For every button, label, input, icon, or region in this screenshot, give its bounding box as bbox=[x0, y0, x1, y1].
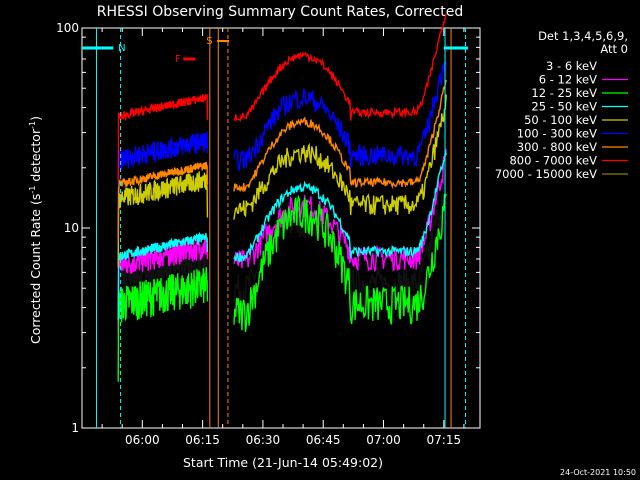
legend-label: 300 - 800 keV bbox=[517, 140, 597, 154]
series-line bbox=[233, 13, 447, 122]
flag-label: N bbox=[118, 43, 125, 54]
flag-label: F bbox=[175, 54, 181, 65]
series-line bbox=[117, 237, 209, 334]
series-line bbox=[233, 60, 447, 171]
x-tick-label: 06:30 bbox=[246, 433, 281, 447]
legend-label: 100 - 300 keV bbox=[517, 127, 597, 141]
legend-label: 7000 - 15000 keV bbox=[495, 167, 597, 181]
y-axis-label-prefix: Corrected Count Rate (s bbox=[28, 194, 43, 344]
legend-label: 12 - 25 keV bbox=[531, 86, 597, 100]
series-line bbox=[117, 171, 209, 268]
x-tick-label: 07:00 bbox=[366, 433, 401, 447]
series-line bbox=[233, 172, 447, 307]
legend-label: 800 - 7000 keV bbox=[509, 154, 597, 168]
series-6-12kev bbox=[117, 148, 447, 334]
series-line bbox=[117, 161, 209, 242]
y-axis-label-exponent-1: -1 bbox=[28, 186, 37, 194]
series-50-100kev bbox=[117, 94, 447, 268]
series-line bbox=[117, 231, 209, 321]
series-line bbox=[233, 94, 447, 220]
y-tick-label: 1 bbox=[71, 421, 79, 435]
axis-ticks: 1 10 100 06:00 06:15 06:30 06:45 07:00 07:15 bbox=[56, 21, 481, 447]
series-line bbox=[233, 150, 447, 263]
legend-label: 3 - 6 keV bbox=[546, 59, 597, 73]
x-tick-label: 06:00 bbox=[125, 433, 160, 447]
legend-header-line1: Det 1,3,4,5,6,9, bbox=[538, 29, 628, 43]
y-axis-label-suffix: ) bbox=[28, 116, 43, 121]
series-100-300kev bbox=[117, 60, 447, 212]
series-12-25kev bbox=[117, 193, 447, 382]
series-line bbox=[117, 131, 209, 212]
chart-title: RHESSI Observing Summary Count Rates, Co… bbox=[97, 4, 463, 20]
legend-label: 25 - 50 keV bbox=[531, 100, 597, 114]
x-tick-label: 06:15 bbox=[185, 433, 220, 447]
legend-label: 6 - 12 keV bbox=[539, 73, 597, 87]
series-800-7000kev bbox=[117, 13, 447, 181]
series-line bbox=[233, 193, 447, 333]
x-tick-label: 07:15 bbox=[427, 433, 462, 447]
series-line bbox=[233, 148, 447, 273]
series-line bbox=[233, 79, 447, 193]
legend-label: 50 - 100 keV bbox=[524, 113, 597, 127]
y-tick-label: 10 bbox=[64, 221, 79, 235]
series-25-50kev bbox=[117, 150, 447, 321]
x-axis-label: Start Time (21-Jun-14 05:49:02) bbox=[183, 455, 383, 470]
series-line bbox=[117, 94, 209, 181]
y-axis-label-exponent-2: -1 bbox=[28, 121, 37, 129]
svg-text:Corrected Count Rate (s-1 dete: Corrected Count Rate (s-1 detector-1) bbox=[28, 116, 43, 344]
y-axis-label-mid: detector bbox=[28, 128, 43, 186]
legend-header-line2: Att 0 bbox=[600, 42, 628, 56]
series-300-800kev bbox=[117, 79, 447, 242]
x-tick-label: 06:45 bbox=[306, 433, 341, 447]
generation-timestamp: 24-Oct-2021 10:50 bbox=[560, 468, 636, 477]
plot-area: N S F bbox=[82, 13, 468, 428]
y-tick-label: 100 bbox=[56, 21, 79, 35]
flag-label: S bbox=[206, 36, 212, 47]
y-axis-label: Corrected Count Rate (s-1 detector-1) bbox=[28, 116, 43, 344]
series-line bbox=[117, 267, 209, 382]
